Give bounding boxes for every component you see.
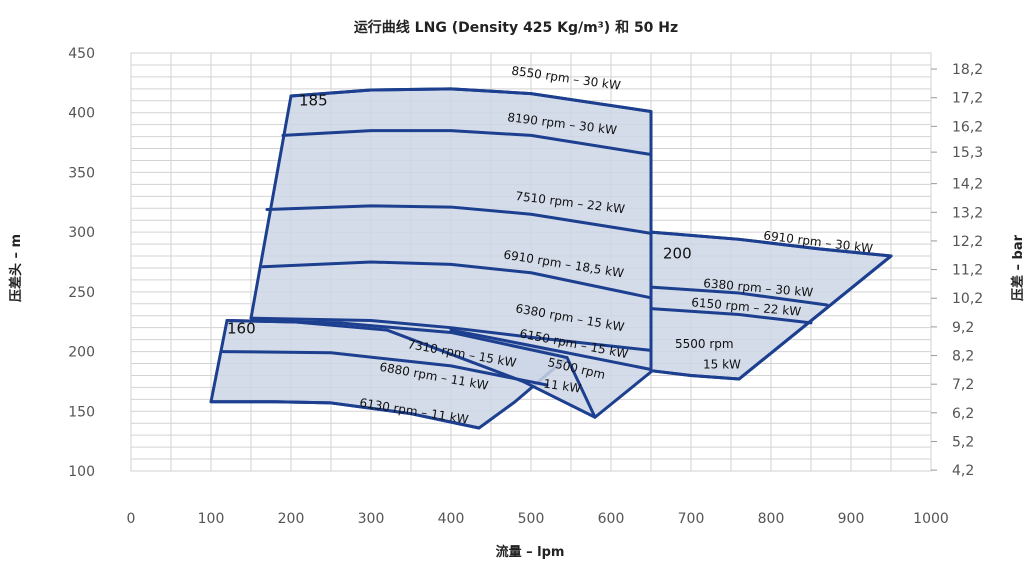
- curve-line: [649, 254, 893, 381]
- x-tick-label: 100: [198, 511, 225, 527]
- curve-label: 5500 rpm: [675, 337, 734, 351]
- y2-tick-label: 7,2: [952, 377, 974, 393]
- region-label-200: 200: [663, 244, 692, 262]
- x-tick-label: 200: [278, 511, 305, 527]
- y-tick-label: 200: [68, 345, 95, 361]
- x-tick-label: 600: [598, 511, 625, 527]
- y-tick-label: 450: [68, 46, 95, 62]
- curve-line: [221, 350, 549, 387]
- y2-tick-label: 15,3: [952, 145, 983, 161]
- y-axis-title: 压差头 – m: [8, 234, 24, 302]
- x-tick-label: 1000: [913, 511, 949, 527]
- y2-tick-label: 14,2: [952, 177, 983, 193]
- curve-line: [649, 285, 829, 307]
- y2-tick-label: 6,2: [952, 406, 974, 422]
- y2-tick-label: 11,2: [952, 263, 983, 279]
- y2-tick-label: 16,2: [952, 119, 983, 135]
- y2-tick-label: 4,2: [952, 463, 974, 479]
- y2-tick-label: 13,2: [952, 205, 983, 221]
- tick-labels: 0 100 200 300 400 500 600 700 800 900 1000 100 150 20…: [68, 46, 983, 527]
- y2-tick-label: 17,2: [952, 91, 983, 107]
- y-tick-label: 350: [68, 165, 95, 181]
- curve-line: [265, 204, 653, 235]
- curve-label: 11 kW: [543, 377, 583, 396]
- curve-line: [449, 328, 653, 371]
- curve-line: [565, 356, 597, 419]
- curve-line: [225, 319, 569, 360]
- curves: [209, 87, 893, 430]
- y2-tick-label: 5,2: [952, 434, 974, 450]
- y-tick-label: 400: [68, 106, 95, 122]
- y-tick-label: 250: [68, 285, 95, 301]
- curve-line: [289, 87, 653, 114]
- x-tick-label: 0: [127, 511, 136, 527]
- x-tick-label: 400: [438, 511, 465, 527]
- y2-tick-label: 18,2: [952, 62, 983, 78]
- curve-label: 15 kW: [703, 357, 741, 371]
- y2-tick-label: 9,2: [952, 320, 974, 336]
- y2-tick-label: 8,2: [952, 349, 974, 365]
- y-tick-label: 100: [68, 464, 95, 480]
- curve-line: [261, 260, 653, 300]
- curve-line: [649, 230, 893, 258]
- curve-line: [649, 307, 813, 325]
- y2-tick-label: 10,2: [952, 291, 983, 307]
- curve-line: [209, 400, 481, 430]
- x-tick-label: 500: [518, 511, 545, 527]
- x-tick-label: 800: [758, 511, 785, 527]
- y2-tick-label: 12,2: [952, 234, 983, 250]
- y-tick-label: 300: [68, 225, 95, 241]
- y2-axis-title: 压差 – bar: [1010, 234, 1026, 301]
- curve-line: [249, 316, 653, 352]
- x-tick-label: 900: [838, 511, 865, 527]
- x-tick-label: 700: [678, 511, 705, 527]
- x-axis-title: 流量 – lpm: [496, 544, 565, 560]
- curve-line: [281, 129, 653, 157]
- region-label-185: 185: [299, 92, 328, 110]
- x-tick-label: 300: [358, 511, 385, 527]
- y-tick-label: 150: [68, 404, 95, 420]
- chart-title: 运行曲线 LNG (Density 425 Kg/m³) 和 50 Hz: [354, 19, 678, 36]
- region-label-160: 160: [227, 320, 256, 338]
